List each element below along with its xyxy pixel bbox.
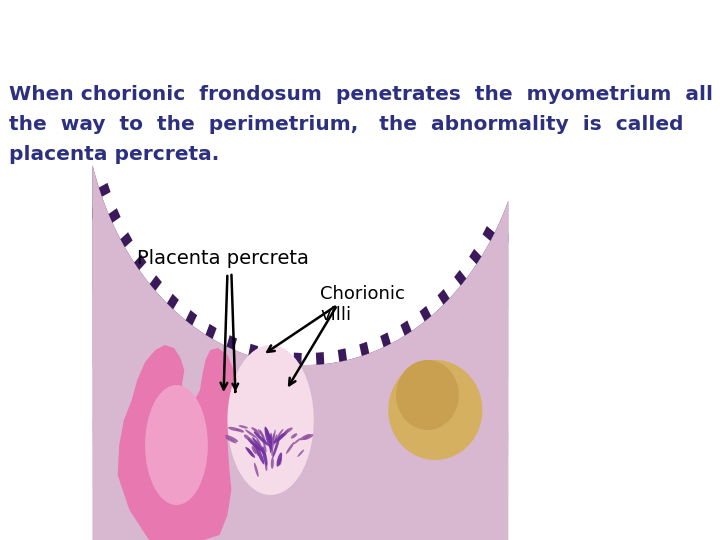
- Ellipse shape: [279, 429, 289, 441]
- Ellipse shape: [252, 437, 266, 456]
- Polygon shape: [359, 342, 369, 356]
- Ellipse shape: [248, 448, 253, 457]
- Polygon shape: [93, 165, 508, 385]
- Polygon shape: [469, 249, 482, 264]
- Ellipse shape: [246, 447, 255, 458]
- Text: When chorionic  frondosum  penetrates  the  myometrium  all: When chorionic frondosum penetrates the …: [9, 85, 714, 104]
- Polygon shape: [294, 353, 302, 365]
- Polygon shape: [93, 451, 508, 540]
- Ellipse shape: [258, 429, 264, 437]
- Text: placenta percreta.: placenta percreta.: [9, 145, 220, 164]
- Ellipse shape: [297, 449, 304, 457]
- Polygon shape: [400, 320, 412, 336]
- Ellipse shape: [256, 437, 263, 451]
- Polygon shape: [205, 324, 217, 339]
- Ellipse shape: [244, 435, 250, 440]
- Ellipse shape: [303, 434, 313, 440]
- Ellipse shape: [284, 428, 293, 434]
- Polygon shape: [482, 226, 495, 241]
- Ellipse shape: [251, 427, 257, 431]
- Ellipse shape: [293, 438, 301, 444]
- Polygon shape: [93, 207, 508, 425]
- Ellipse shape: [251, 446, 256, 454]
- Text: Chorionic
villi: Chorionic villi: [320, 285, 405, 324]
- Polygon shape: [454, 270, 467, 286]
- Polygon shape: [99, 183, 111, 197]
- Ellipse shape: [262, 437, 266, 453]
- Ellipse shape: [254, 429, 260, 435]
- Polygon shape: [420, 306, 431, 321]
- Ellipse shape: [277, 429, 284, 437]
- Polygon shape: [93, 420, 508, 535]
- Polygon shape: [338, 348, 347, 362]
- Ellipse shape: [286, 442, 294, 454]
- Ellipse shape: [225, 437, 237, 443]
- Polygon shape: [227, 335, 237, 350]
- Polygon shape: [380, 333, 391, 347]
- Text: Placenta percreta: Placenta percreta: [138, 249, 309, 268]
- Polygon shape: [120, 232, 132, 247]
- Ellipse shape: [279, 457, 282, 465]
- Text: the  way  to  the  perimetrium,   the  abnormality  is  called: the way to the perimetrium, the abnormal…: [9, 115, 684, 134]
- Ellipse shape: [300, 434, 310, 440]
- Ellipse shape: [248, 438, 261, 451]
- Polygon shape: [134, 255, 146, 270]
- Ellipse shape: [276, 453, 282, 467]
- Ellipse shape: [265, 461, 267, 471]
- Ellipse shape: [262, 447, 268, 466]
- Ellipse shape: [388, 360, 482, 460]
- Polygon shape: [167, 294, 179, 309]
- Polygon shape: [271, 349, 280, 363]
- Ellipse shape: [248, 437, 258, 449]
- Ellipse shape: [282, 431, 289, 437]
- Ellipse shape: [265, 427, 272, 444]
- Ellipse shape: [228, 427, 240, 431]
- Ellipse shape: [396, 360, 459, 430]
- Ellipse shape: [235, 428, 244, 433]
- Ellipse shape: [291, 433, 297, 438]
- Ellipse shape: [274, 433, 286, 443]
- Ellipse shape: [145, 385, 208, 505]
- Ellipse shape: [272, 429, 276, 443]
- Polygon shape: [93, 500, 508, 540]
- Ellipse shape: [260, 430, 266, 443]
- Ellipse shape: [225, 435, 238, 442]
- Ellipse shape: [228, 345, 314, 495]
- Ellipse shape: [271, 434, 274, 451]
- Ellipse shape: [272, 436, 280, 458]
- Ellipse shape: [253, 431, 269, 446]
- Polygon shape: [150, 275, 162, 291]
- Polygon shape: [438, 289, 449, 305]
- Ellipse shape: [271, 457, 274, 469]
- Polygon shape: [93, 292, 508, 475]
- Ellipse shape: [253, 446, 258, 456]
- Ellipse shape: [271, 448, 273, 456]
- Polygon shape: [117, 345, 235, 540]
- Polygon shape: [93, 367, 508, 525]
- Polygon shape: [316, 352, 324, 365]
- Polygon shape: [93, 165, 508, 540]
- Polygon shape: [109, 208, 121, 223]
- Ellipse shape: [238, 425, 248, 429]
- Ellipse shape: [264, 427, 272, 450]
- Ellipse shape: [256, 444, 264, 464]
- Ellipse shape: [269, 433, 272, 453]
- Ellipse shape: [245, 429, 257, 438]
- Polygon shape: [186, 310, 197, 326]
- Polygon shape: [93, 432, 508, 540]
- Ellipse shape: [274, 434, 277, 445]
- Polygon shape: [248, 344, 258, 358]
- Ellipse shape: [254, 463, 258, 477]
